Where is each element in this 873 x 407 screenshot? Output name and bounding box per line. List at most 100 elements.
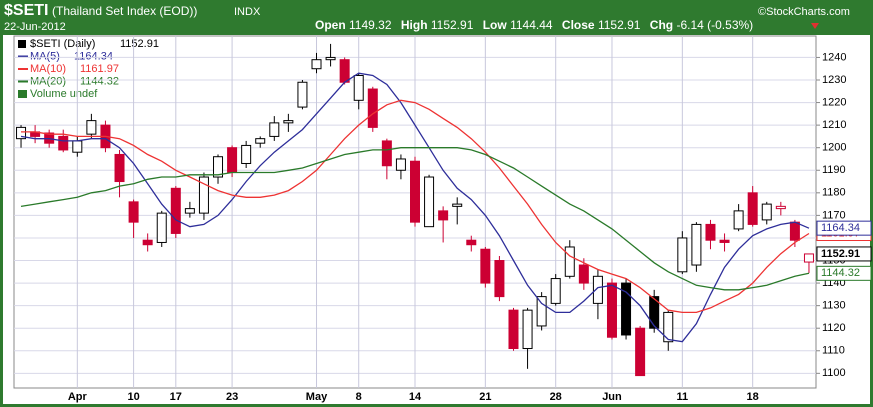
candle-body: [410, 160, 420, 223]
y-tick-label: 1180: [822, 187, 846, 199]
value-tag-label: 1152.91: [821, 248, 860, 260]
legend-swatch: [18, 40, 26, 48]
credit: ©StockCharts.com: [758, 6, 850, 18]
ma-line: [21, 99, 810, 314]
legend-label: MA(20): [30, 75, 66, 87]
value-tag: [816, 220, 872, 236]
candle-body: [255, 138, 266, 144]
legend-label: Volume undef: [30, 88, 98, 100]
ma-line: [20, 147, 810, 291]
candle-body: [466, 239, 477, 246]
x-tick-label: Apr: [68, 391, 88, 403]
low-label: Low: [483, 18, 508, 32]
y-tick-label: 1130: [822, 300, 846, 312]
candle-body: [72, 140, 83, 153]
legend-value: 1164.34: [74, 50, 113, 62]
legend-label: MA(10): [30, 63, 66, 75]
candle-body: [564, 246, 575, 277]
candle-body: [606, 282, 617, 338]
value-tag: [816, 246, 872, 262]
candle-body: [424, 176, 435, 228]
y-tick-label: 1210: [822, 119, 846, 131]
y-tick-label: 1190: [822, 164, 846, 176]
x-tick-label: 11: [677, 391, 689, 403]
candle-body: [747, 192, 758, 225]
candle-body: [536, 296, 547, 327]
candle-body: [621, 282, 632, 336]
candle-body: [170, 187, 181, 234]
quote: Open 1149.32 High 1152.91 Low 1144.44 Cl…: [315, 18, 753, 32]
legend-value: 1152.91: [120, 38, 159, 50]
x-tick-label: 18: [747, 391, 759, 403]
candle-body: [128, 201, 139, 223]
low-value: 1144.44: [510, 18, 553, 32]
candle-body: [733, 210, 744, 230]
subtitle: (Thailand Set Index (EOD)): [52, 4, 197, 18]
candle-body: [691, 223, 702, 266]
candle-body: [635, 327, 646, 377]
close-label: Close: [562, 18, 595, 32]
down-arrow: [811, 23, 819, 29]
y-tick-label: 1170: [822, 209, 846, 221]
y-tick-label: 1230: [822, 74, 846, 86]
candle-body: [719, 239, 730, 243]
candle-body: [213, 156, 224, 178]
y-tick-label: 1110: [822, 345, 845, 357]
candle-body: [578, 264, 589, 284]
high-label: High: [401, 18, 428, 32]
change: -6.14 (-0.53%): [676, 18, 753, 32]
candle-body: [114, 153, 125, 183]
y-tick-label: 1120: [822, 322, 846, 334]
open-value: 1149.32: [349, 18, 392, 32]
candle-body: [339, 59, 350, 83]
x-tick-label: 14: [409, 391, 422, 403]
candle-body: [367, 88, 378, 128]
close-value: 1152.91: [598, 18, 641, 32]
candle-body: [156, 212, 167, 243]
candle-body: [142, 239, 153, 246]
candle-body: [58, 135, 69, 151]
x-tick-label: 28: [550, 391, 562, 403]
open-label: Open: [315, 18, 346, 32]
candle-body: [649, 296, 660, 329]
legend-swatch: [18, 90, 27, 98]
candle-body: [663, 311, 674, 343]
value-tag-label: 1144.32: [821, 267, 860, 279]
high-value: 1152.91: [431, 18, 474, 32]
legend-label: MA(5): [30, 50, 60, 62]
value-tag-label: 1164.34: [821, 222, 860, 234]
candle-body: [16, 126, 27, 140]
exchange: INDX: [234, 6, 261, 18]
candle-body: [803, 253, 814, 263]
candle-body: [227, 147, 238, 174]
x-tick-label: May: [306, 391, 328, 403]
candle-body: [494, 260, 505, 298]
y-tick-label: 1220: [822, 96, 846, 108]
legend-label: $SETI (Daily): [30, 38, 95, 50]
candle-body: [550, 278, 561, 304]
candle-body: [184, 208, 195, 214]
y-tick-label: 1100: [822, 367, 846, 379]
candle-body: [353, 74, 364, 101]
candle-body: [761, 203, 772, 221]
candle-body: [592, 275, 603, 304]
candle-body: [775, 205, 786, 210]
candle-body: [522, 309, 533, 350]
x-tick-label: 10: [127, 391, 139, 403]
legend-value: 1144.32: [80, 75, 119, 87]
candle-body: [297, 81, 308, 108]
x-tick-label: 21: [479, 391, 491, 403]
candle-body: [311, 59, 322, 70]
candle-body: [395, 158, 406, 171]
candle-body: [452, 203, 463, 207]
x-tick-label: Jun: [602, 391, 622, 403]
candle-body: [269, 122, 280, 137]
legend-value: 1161.97: [80, 63, 119, 75]
x-tick-label: 17: [170, 391, 182, 403]
candle-body: [381, 140, 392, 167]
candle-body: [198, 176, 209, 214]
candle-body: [241, 144, 252, 164]
legend-background: [16, 37, 156, 105]
candle-body: [789, 221, 800, 241]
chg-label: Chg: [650, 18, 673, 32]
